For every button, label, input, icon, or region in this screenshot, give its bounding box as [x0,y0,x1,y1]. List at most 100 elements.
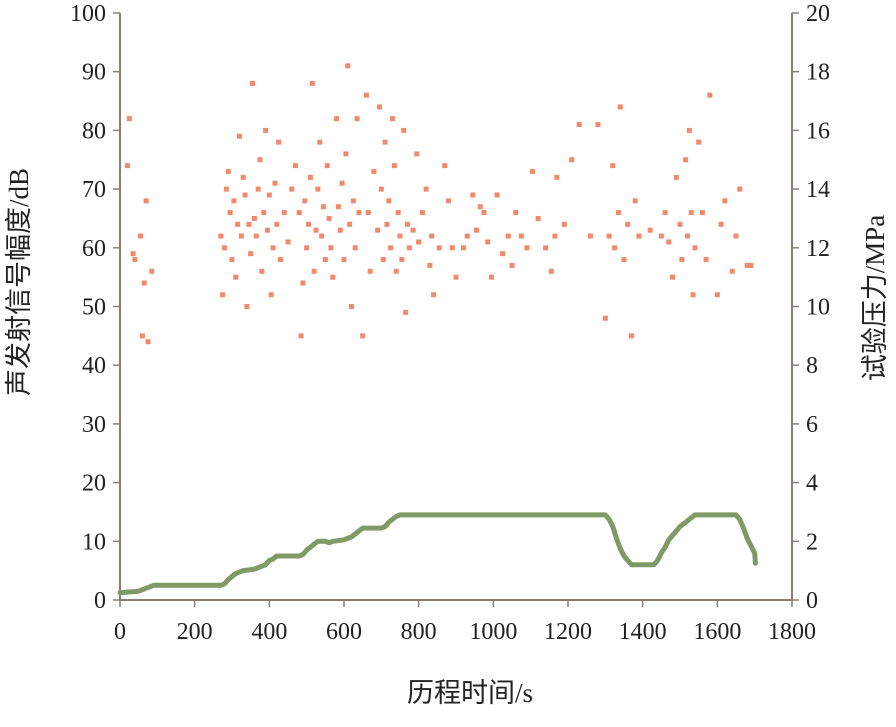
left-y-tick-label: 50 [82,295,106,321]
scatter-point [365,210,371,216]
left-y-tick-label: 90 [82,60,106,86]
scatter-point [347,221,353,227]
left-y-tick-label: 70 [82,177,106,203]
scatter-point [386,198,392,204]
scatter-point [145,339,151,345]
scatter-point [535,215,541,221]
scatter-point [246,221,252,227]
right-y-tick-label: 8 [806,353,818,379]
scatter-point [397,233,403,239]
scatter-point [453,274,459,280]
scatter-point [330,274,336,280]
scatter-point [684,233,690,239]
scatter-point [315,186,321,192]
scatter-point [322,257,328,263]
scatter-point [139,333,145,339]
scatter-point [278,257,284,263]
scatter-point [416,239,422,245]
scatter-point [281,210,287,216]
scatter-point [261,210,267,216]
left-y-tick-label: 40 [82,353,106,379]
left-y-tick-label: 100 [70,1,106,27]
x-tick-label: 400 [251,619,287,645]
scatter-point [602,315,608,321]
scatter-point [384,221,390,227]
scatter-point [636,233,642,239]
scatter-point [138,233,144,239]
scatter-point [404,221,410,227]
scatter-point [350,198,356,204]
left-y-axis-ticks: 0 10 20 30 40 50 60 70 80 90 100 [70,1,120,614]
pressure-line [117,512,758,596]
scatter-series [124,63,754,345]
scatter-point [569,157,575,163]
scatter-point [263,127,269,133]
scatter-point [690,292,696,298]
scatter-point [259,268,265,274]
scatter-point [375,227,381,233]
scatter-point [410,227,416,233]
scatter-point [494,192,500,198]
left-y-axis-title: 声发射信号幅度/dB [4,168,34,396]
left-y-tick-label: 10 [82,529,106,555]
scatter-point [244,304,250,309]
scatter-point [242,192,248,198]
right-y-tick-label: 4 [806,471,818,497]
scatter-point [132,257,138,263]
scatter-point [666,239,672,245]
right-y-axis-ticks: 0 2 4 6 8 10 12 14 16 18 20 [792,1,830,614]
scatter-point [683,157,689,163]
scatter-point [561,221,567,227]
scatter-point [615,210,621,216]
right-y-tick-label: 10 [806,295,830,321]
scatter-point [227,210,233,216]
x-axis-title: 历程时间/s [407,678,533,708]
scatter-point [610,163,616,169]
scatter-point [335,204,341,210]
x-tick-label: 800 [401,619,437,645]
scatter-point [477,204,483,210]
scatter-point [348,304,354,309]
scatter-point [328,245,334,251]
right-y-tick-label: 0 [806,588,818,614]
scatter-point [673,174,679,180]
scatter-point [268,292,274,298]
scatter-point [628,333,634,339]
scatter-point [266,192,272,198]
left-y-tick-label: 60 [82,236,106,262]
right-y-tick-label: 20 [806,1,830,27]
scatter-point [124,163,130,169]
x-tick-label: 0 [114,619,126,645]
scatter-point [141,280,147,286]
scatter-point [130,251,136,257]
scatter-point [464,233,470,239]
right-y-tick-label: 18 [806,60,830,86]
left-y-tick-label: 0 [94,588,106,614]
scatter-point [718,221,724,227]
scatter-point [513,210,519,216]
x-axis-ticks: 0 200 400 600 800 1000 1200 1400 1600 1800 [114,600,816,645]
scatter-point [500,251,506,257]
scatter-point [391,163,397,169]
scatter-point [270,245,276,251]
scatter-point [554,174,560,180]
scatter-point [393,268,399,274]
scatter-point [363,92,369,98]
scatter-point [231,198,237,204]
scatter-point [707,92,713,98]
scatter-point [488,274,494,280]
scatter-point [354,116,360,122]
scatter-point [485,239,491,245]
x-tick-label: 200 [177,619,213,645]
scatter-point [429,233,435,239]
scatter-point [748,262,754,268]
pressure-line-series [117,512,758,596]
scatter-point [606,233,612,239]
scatter-point [621,257,627,263]
scatter-point [632,198,638,204]
x-tick-label: 600 [326,619,362,645]
x-tick-label: 1000 [469,619,517,645]
scatter-point [304,245,310,251]
scatter-point [326,215,332,221]
